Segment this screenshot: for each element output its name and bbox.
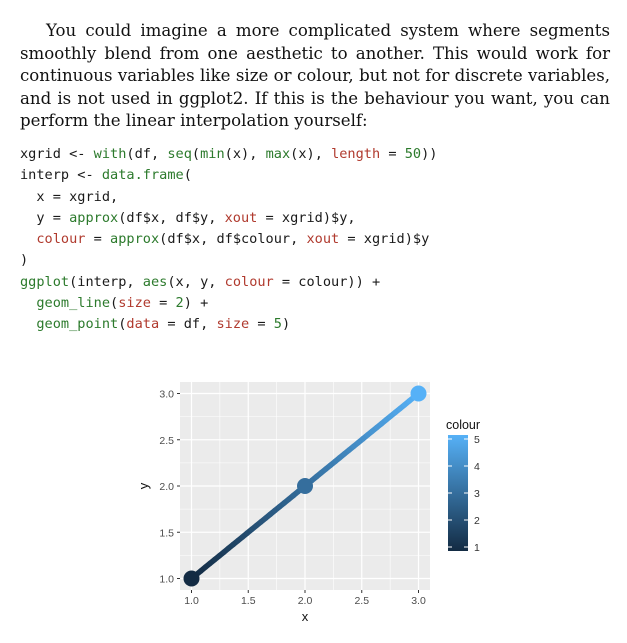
data-points bbox=[183, 385, 427, 587]
code-token: approx bbox=[69, 209, 119, 226]
data-point bbox=[297, 478, 313, 494]
legend-label: 2 bbox=[474, 515, 480, 527]
code-token: = bbox=[85, 231, 111, 248]
legend-label: 3 bbox=[474, 488, 480, 500]
code-token: 50 bbox=[404, 146, 422, 162]
code-token: (interp, bbox=[69, 273, 143, 290]
y-tick-label: 3.0 bbox=[159, 389, 174, 401]
code-token: ( bbox=[110, 295, 119, 312]
code-line: geom_point(data = df, size = 5) bbox=[20, 314, 437, 335]
code-token: = df, bbox=[159, 316, 217, 333]
code-line: ggplot(interp, aes(x, y, colour = colour… bbox=[20, 272, 437, 293]
code-token: ( bbox=[191, 146, 201, 162]
x-axis: 1.0 1.5 2.0 2.5 3.0 bbox=[184, 590, 426, 607]
code-token: with bbox=[93, 146, 127, 162]
code-line: interp <- data.frame( bbox=[20, 165, 437, 186]
code-line: y = approx(df$x, df$y, xout = xgrid)$y, bbox=[20, 208, 437, 229]
code-token: seq bbox=[167, 146, 192, 162]
code-token: = bbox=[150, 295, 176, 312]
code-line: colour = approx(df$x, df$colour, xout = … bbox=[20, 229, 437, 250]
data-point bbox=[183, 570, 200, 587]
code-token: = colour)) + bbox=[273, 273, 381, 290]
code-token: 2 bbox=[175, 295, 184, 312]
code-token: xout bbox=[224, 209, 258, 226]
code-line: ) bbox=[20, 250, 437, 271]
code-token: interp <- bbox=[20, 167, 102, 184]
legend-label: 4 bbox=[474, 461, 480, 473]
code-token: ) bbox=[20, 252, 29, 269]
y-axis-label: y bbox=[136, 482, 151, 489]
code-token: ( bbox=[183, 167, 192, 184]
code-token: ( bbox=[118, 316, 127, 333]
code-token: = bbox=[380, 146, 405, 162]
code-token: geom_point bbox=[20, 316, 119, 333]
code-line: geom_line(size = 2) + bbox=[20, 293, 437, 314]
code-token: ) bbox=[281, 316, 291, 333]
legend-title: colour bbox=[446, 418, 480, 432]
code-token: = xgrid)$y, bbox=[257, 209, 356, 226]
code-token: (x), bbox=[290, 146, 332, 162]
code-token: geom_line bbox=[20, 295, 111, 312]
legend-label: 1 bbox=[474, 542, 480, 554]
code-token: xout bbox=[306, 231, 340, 248]
code-token: y = bbox=[20, 209, 70, 226]
code-token: x = xgrid, bbox=[20, 188, 119, 205]
x-tick-label: 3.0 bbox=[411, 595, 426, 607]
code-token: (df, bbox=[126, 146, 168, 162]
y-tick-label: 1.5 bbox=[159, 527, 174, 539]
code-token: length bbox=[331, 146, 381, 162]
code-token: aes bbox=[142, 273, 168, 290]
code-token: (x, y, bbox=[167, 273, 225, 290]
x-tick-label: 1.0 bbox=[184, 595, 199, 607]
code-token: size bbox=[118, 295, 151, 312]
x-axis-label: x bbox=[302, 609, 309, 624]
y-tick-label: 1.0 bbox=[159, 574, 174, 586]
code-token: 5 bbox=[273, 316, 282, 333]
y-tick-label: 2.0 bbox=[159, 481, 174, 493]
code-token: approx bbox=[110, 231, 160, 248]
code-token: (x), bbox=[224, 146, 266, 162]
code-token: max bbox=[265, 146, 291, 162]
y-tick-label: 2.5 bbox=[159, 435, 174, 447]
y-axis: 1.0 1.5 2.0 2.5 3.0 bbox=[159, 389, 180, 586]
code-block: xgrid <- with(df, seq(min(x), max(x), le… bbox=[20, 144, 437, 336]
line-chart: 1.0 1.5 2.0 2.5 3.0 1.0 1.5 2.0 2.5 3.0 x y colo… bbox=[136, 382, 480, 624]
data-point bbox=[410, 385, 427, 402]
code-line: x = xgrid, bbox=[20, 187, 437, 208]
code-token: ) + bbox=[183, 295, 209, 312]
x-tick-label: 1.5 bbox=[241, 595, 256, 607]
code-token: size bbox=[216, 316, 250, 333]
code-token: data bbox=[126, 316, 160, 333]
code-token: (df$x, df$colour, bbox=[159, 231, 307, 248]
code-token: ggplot bbox=[20, 273, 70, 290]
code-token: xgrid <- bbox=[20, 146, 94, 162]
code-token: = bbox=[249, 316, 274, 333]
x-tick-label: 2.0 bbox=[298, 595, 313, 607]
code-line: xgrid <- with(df, seq(min(x), max(x), le… bbox=[20, 144, 437, 165]
code-token: )) bbox=[421, 146, 438, 162]
x-tick-label: 2.5 bbox=[354, 595, 369, 607]
code-token: min bbox=[200, 146, 225, 162]
code-token: (df$x, df$y, bbox=[118, 209, 225, 226]
legend-colorbar bbox=[448, 435, 468, 551]
legend-label: 5 bbox=[474, 434, 480, 446]
code-token: colour bbox=[224, 273, 274, 290]
body-paragraph: You could imagine a more complicated sys… bbox=[20, 21, 610, 130]
code-token: = xgrid)$y bbox=[339, 231, 430, 248]
code-token: colour bbox=[20, 231, 86, 248]
code-token: data.frame bbox=[101, 167, 184, 184]
colour-legend: colour 5 4 3 2 1 bbox=[446, 418, 480, 554]
